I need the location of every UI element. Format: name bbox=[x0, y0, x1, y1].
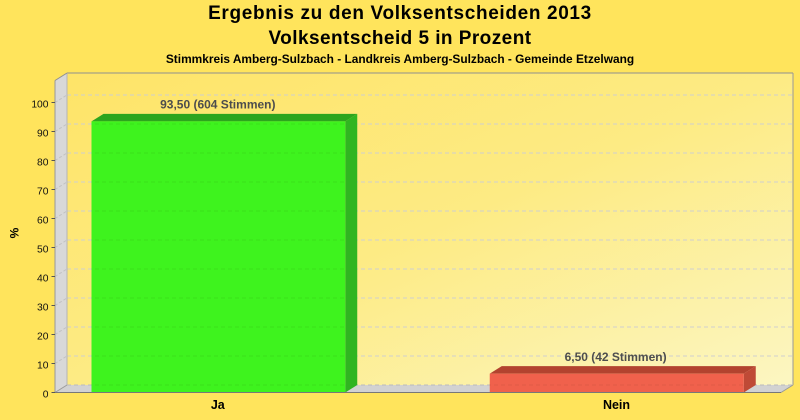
svg-text:50: 50 bbox=[37, 245, 49, 256]
svg-text:0: 0 bbox=[43, 390, 49, 401]
svg-text:Ja: Ja bbox=[211, 398, 226, 412]
svg-text:%: % bbox=[8, 227, 22, 238]
svg-text:100: 100 bbox=[31, 100, 48, 111]
svg-text:30: 30 bbox=[37, 303, 49, 314]
svg-text:93,50 (604 Stimmen): 93,50 (604 Stimmen) bbox=[160, 98, 275, 112]
svg-text:40: 40 bbox=[37, 274, 49, 285]
svg-text:20: 20 bbox=[37, 332, 49, 343]
svg-text:70: 70 bbox=[37, 187, 49, 198]
svg-text:Ergebnis zu den Volksentscheid: Ergebnis zu den Volksentscheiden 2013 bbox=[208, 3, 592, 24]
svg-text:6,50 (42 Stimmen): 6,50 (42 Stimmen) bbox=[565, 350, 667, 364]
svg-text:Stimmkreis Amberg-Sulzbach - L: Stimmkreis Amberg-Sulzbach - Landkreis A… bbox=[166, 52, 634, 66]
svg-text:80: 80 bbox=[37, 158, 49, 169]
svg-text:Volksentscheid 5 in Prozent: Volksentscheid 5 in Prozent bbox=[268, 28, 531, 49]
svg-text:10: 10 bbox=[37, 361, 49, 372]
svg-text:Nein: Nein bbox=[603, 398, 630, 412]
svg-text:90: 90 bbox=[37, 129, 49, 140]
svg-text:60: 60 bbox=[37, 216, 49, 227]
